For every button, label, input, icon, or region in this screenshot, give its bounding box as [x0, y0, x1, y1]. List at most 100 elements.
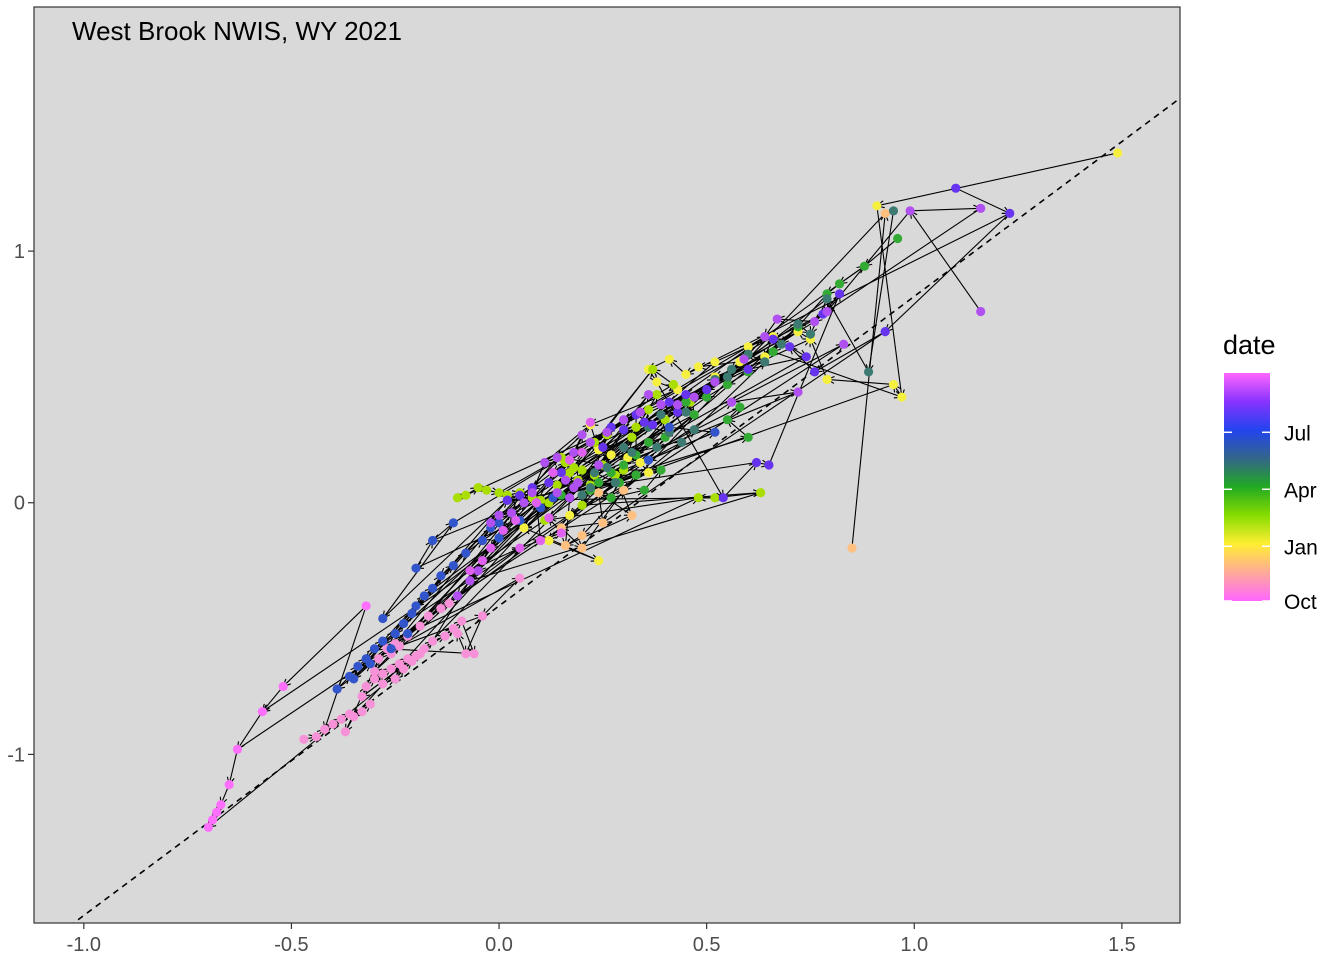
data-point: [631, 470, 641, 480]
data-point: [494, 533, 504, 543]
data-point: [718, 493, 728, 503]
data-point: [494, 488, 504, 498]
data-point: [905, 206, 915, 216]
data-point: [461, 548, 471, 558]
data-point: [648, 420, 658, 430]
data-point: [386, 664, 396, 674]
data-point: [664, 422, 674, 432]
trajectory-segment: [565, 265, 865, 479]
x-tick-label: 1.0: [900, 934, 928, 956]
data-point: [473, 483, 483, 493]
data-point: [452, 591, 463, 601]
data-point: [278, 681, 288, 692]
x-tick-label: -1.0: [67, 934, 101, 956]
data-point: [428, 583, 438, 593]
x-axis: -1.0 -0.5 0.0 0.5 1.0 1.5: [67, 923, 1136, 956]
data-point: [544, 535, 554, 546]
data-point: [785, 342, 795, 352]
data-point: [515, 543, 525, 553]
data-point: [739, 354, 749, 364]
data-point: [357, 691, 367, 702]
data-point: [577, 430, 587, 440]
data-point: [411, 563, 421, 573]
data-point: [502, 495, 512, 505]
data-point: [461, 649, 471, 659]
data-point: [577, 465, 587, 475]
trajectory-segment: [731, 343, 844, 403]
data-point: [577, 500, 587, 510]
trajectory-segment: [826, 207, 982, 312]
reference-line-layer: [72, 97, 1180, 923]
data-point: [668, 379, 679, 390]
data-point: [461, 490, 471, 500]
data-point: [801, 352, 811, 362]
trajectory-segment: [884, 212, 1011, 333]
data-point: [577, 447, 587, 458]
data-point: [606, 450, 616, 460]
data-point: [619, 415, 629, 425]
data-point: [457, 616, 467, 626]
legend-ticks: Jul Apr Jan Oct: [1224, 422, 1318, 614]
data-point: [768, 334, 778, 344]
data-point: [540, 457, 550, 468]
data-point: [681, 369, 691, 380]
data-point: [506, 508, 517, 518]
data-point: [428, 636, 438, 646]
data-point: [652, 442, 662, 452]
data-point: [565, 455, 575, 465]
data-point: [320, 724, 330, 734]
data-point: [548, 467, 558, 478]
data-point: [627, 432, 637, 442]
data-point: [378, 679, 388, 689]
trajectory-segment: [814, 331, 886, 373]
data-point: [577, 490, 587, 500]
plot-border: [33, 6, 1181, 924]
data-point: [822, 374, 832, 385]
data-point: [681, 397, 691, 407]
data-point: [635, 407, 645, 417]
data-point: [602, 462, 612, 473]
trajectory-segment: [722, 462, 757, 499]
trajectory-segment: [602, 331, 886, 524]
trajectory-segment: [623, 441, 683, 491]
dashed-reference-line: [72, 97, 1180, 923]
data-point: [710, 377, 720, 387]
trajectory-segment: [353, 497, 554, 718]
data-point: [735, 402, 745, 412]
data-point: [560, 540, 571, 551]
data-point: [863, 367, 874, 377]
data-point: [822, 306, 832, 317]
trajectory-segment: [627, 356, 807, 458]
data-point: [531, 498, 542, 508]
data-point: [477, 556, 488, 566]
data-point: [726, 397, 737, 407]
data-point: [677, 437, 687, 447]
trajectory-segment: [461, 620, 475, 654]
trajectory-segment: [561, 522, 603, 529]
data-point: [569, 447, 579, 458]
data-point: [428, 535, 438, 546]
data-point: [415, 649, 425, 659]
data-point: [834, 289, 845, 299]
data-point: [627, 510, 637, 520]
data-point: [722, 415, 733, 425]
data-point: [888, 379, 899, 390]
data-point: [560, 475, 571, 485]
data-point: [448, 561, 458, 571]
data-point: [743, 342, 753, 352]
data-point: [481, 485, 492, 495]
legend-title: date: [1223, 330, 1276, 360]
data-point: [722, 379, 733, 390]
data-point: [635, 457, 645, 468]
trajectory-segment: [382, 499, 508, 619]
data-point: [743, 432, 753, 442]
data-point: [743, 364, 753, 374]
data-point: [951, 183, 961, 193]
data-point: [419, 591, 429, 601]
trajectory-segment: [826, 298, 870, 373]
data-point: [839, 339, 849, 349]
data-point: [444, 598, 454, 609]
data-point: [619, 460, 629, 470]
data-point: [893, 233, 903, 244]
